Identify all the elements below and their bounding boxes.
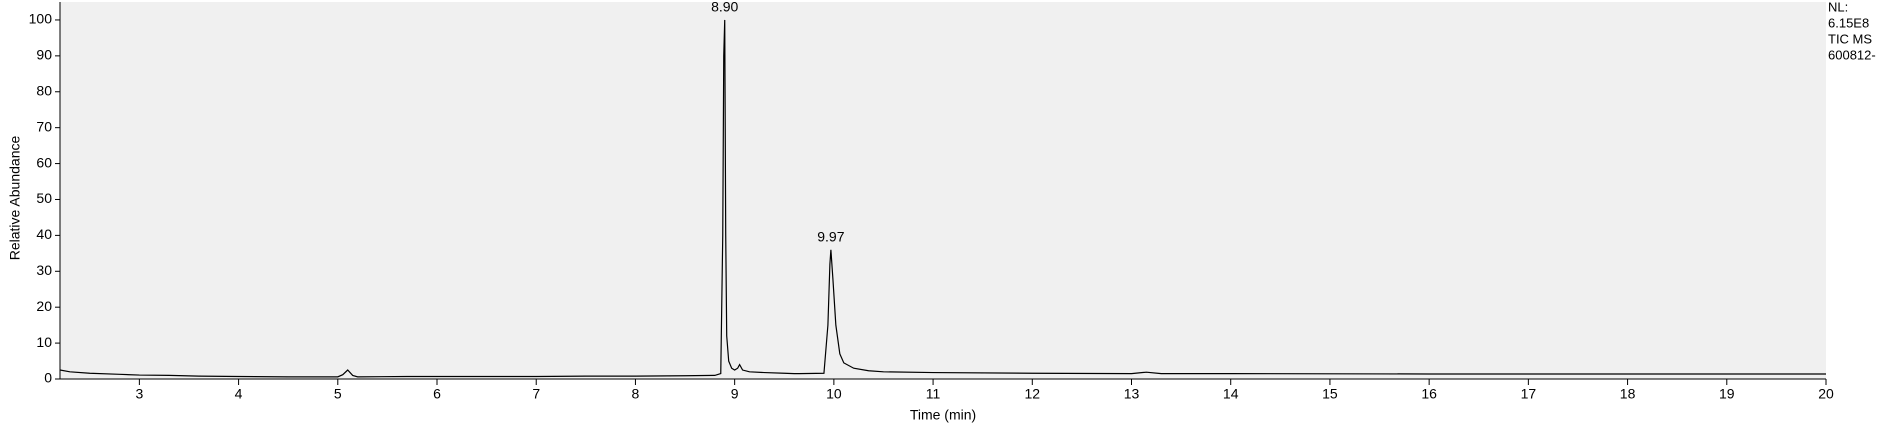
y-tick-label: 60 [36,154,52,170]
x-tick-label: 8 [632,386,640,402]
plot-background [60,2,1826,379]
x-tick-label: 3 [135,386,143,402]
x-tick-label: 16 [1421,386,1437,402]
trace [59,19,1826,378]
x-axis-label: Time (min) [910,407,976,423]
side-label: 600812- [1828,47,1876,62]
x-tick-label: 15 [1322,386,1338,402]
y-tick-label: 100 [29,11,53,27]
y-tick-label: 80 [36,82,52,98]
peak-label: 8.90 [711,0,738,15]
x-tick-label: 9 [731,386,739,402]
x-tick-label: 17 [1521,386,1537,402]
x-tick-label: 7 [532,386,540,402]
x-tick-label: 11 [926,386,941,402]
y-tick-label: 40 [36,226,52,242]
y-tick-label: 10 [36,334,52,350]
y-axis-label: Relative Abundance [7,136,23,261]
x-tick-label: 18 [1620,386,1636,402]
y-tick-label: 20 [36,298,52,314]
peak-label: 9.97 [817,228,844,244]
y-tick-label: 50 [36,190,52,206]
side-label: TIC MS [1828,31,1872,46]
side-label: 6.15E8 [1828,15,1869,30]
y-tick-label: 0 [44,370,52,386]
x-tick-label: 20 [1818,386,1834,402]
side-label: NL: [1828,0,1848,14]
x-tick-label: 5 [334,386,342,402]
x-tick-label: 6 [433,386,441,402]
x-tick-label: 10 [826,386,842,402]
x-tick-label: 4 [235,386,243,402]
y-tick-label: 90 [36,47,52,63]
x-tick-label: 19 [1719,386,1735,402]
x-tick-label: 14 [1223,386,1239,402]
y-tick-label: 70 [36,118,52,134]
x-tick-label: 13 [1124,386,1140,402]
x-tick-label: 12 [1025,386,1041,402]
y-tick-label: 30 [36,262,52,278]
